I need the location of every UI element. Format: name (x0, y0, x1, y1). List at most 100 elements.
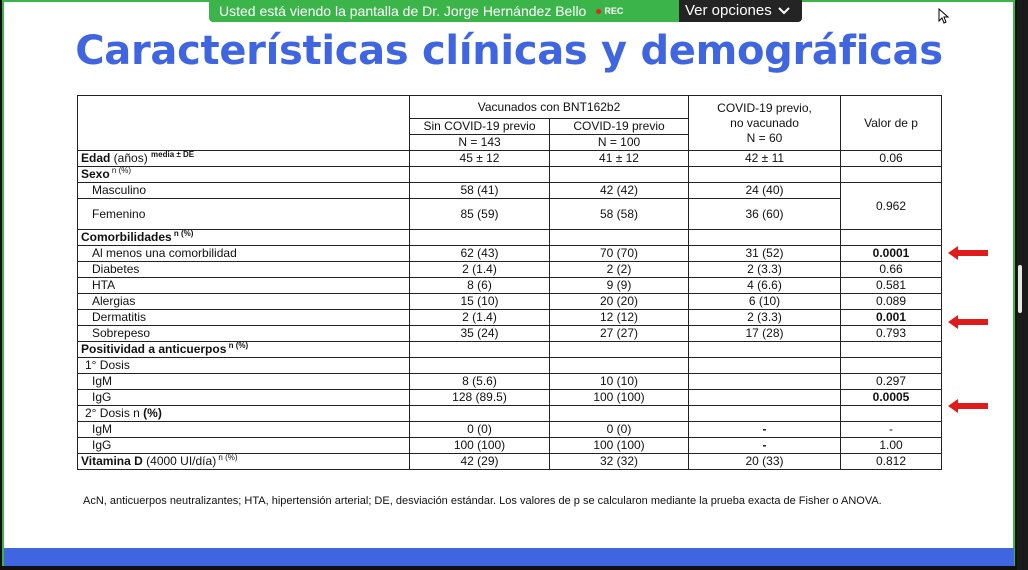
sexo-label: Sexo (81, 167, 110, 182)
cell: 20 (20) (548, 293, 690, 310)
cell: 10 (10) (548, 373, 690, 390)
row-label: Dermatitis (77, 309, 410, 326)
row-label: IgG (77, 437, 410, 454)
arrow-left-icon (948, 399, 988, 413)
cell: 24 (40) (688, 182, 842, 199)
rec-dot-icon (596, 8, 602, 14)
cell (840, 341, 943, 358)
vitd-unit: (4000 UI/día) (142, 454, 217, 469)
cell: 58 (58) (548, 198, 690, 230)
cell: - (688, 421, 842, 438)
cell (688, 373, 842, 390)
edad-sup: media ± DE (151, 150, 195, 159)
header-col3-n: N = 60 (746, 130, 783, 145)
shared-screen: Características clínicas y demográficas … (2, 0, 1015, 566)
cell: 2 (1.4) (409, 309, 550, 326)
table-row: HTA 8 (6) 9 (9) 4 (6.6) 0.581 (77, 277, 943, 294)
cell: 85 (59) (409, 198, 550, 230)
row-label: Al menos una comorbilidad (77, 245, 410, 262)
p-value-cell: - (840, 421, 943, 438)
cell: 6 (10) (688, 293, 842, 310)
cell (688, 229, 842, 246)
table-row: IgM 0 (0) 0 (0) - - (77, 421, 943, 438)
cell: 35 (24) (409, 325, 550, 342)
cell (409, 229, 550, 246)
header-col1: Sin COVID-19 previo (409, 118, 550, 135)
p-value-cell: 0.06 (840, 150, 943, 167)
cell: 8 (5.6) (409, 373, 550, 390)
p-value-cell: 0.66 (840, 261, 943, 278)
p-value-cell: 0.962 (840, 182, 943, 230)
header-col2-n: N = 100 (548, 134, 690, 151)
cell: 2 (2) (548, 261, 690, 278)
row-label: 2° Dosis n (%) (77, 405, 410, 422)
cell: 27 (27) (548, 325, 690, 342)
p-value-cell: 0.793 (840, 325, 943, 342)
header-empty-cell (77, 95, 410, 151)
table-row: Al menos una comorbilidad 62 (43) 70 (70… (77, 245, 943, 262)
arrow-left-icon (948, 246, 988, 260)
cell (548, 229, 690, 246)
header-vaccinated: Vacunados con BNT162b2 (408, 95, 690, 119)
table-row: Edad (años) media ± DE 45 ± 12 41 ± 12 4… (77, 150, 943, 167)
scrollbar[interactable] (1017, 0, 1028, 570)
dosis2-pct: (%) (143, 406, 162, 421)
header-pvalue: Valor de p (840, 95, 943, 151)
scrollbar-thumb[interactable] (1018, 265, 1022, 313)
vitd-label: Vitamina D (81, 454, 143, 469)
dosis2-label: 2° Dosis n (85, 406, 144, 421)
p-value-cell: 0.812 (840, 453, 943, 470)
header-col3-line2: no vacunado (730, 115, 799, 130)
cell: 100 (100) (409, 437, 550, 454)
table-row: IgG 128 (89.5) 100 (100) 0.0005 (77, 389, 943, 406)
row-label: Femenino (77, 198, 410, 230)
p-value-cell: 0.0001 (840, 245, 943, 262)
row-label: 1° Dosis (77, 357, 410, 374)
table-row: Positividad a anticuerpos n (%) (77, 341, 943, 358)
table-row: Comorbilidades n (%) (77, 229, 943, 246)
cell: 42 ± 11 (688, 150, 842, 167)
slide-bottom-bar (4, 548, 1014, 566)
row-label: Sobrepeso (77, 325, 410, 342)
screen-share-banner: Usted está viendo la pantalla de Dr. Jor… (209, 0, 679, 22)
cell: 15 (10) (409, 293, 550, 310)
cell: 0 (0) (409, 421, 550, 438)
header-col1-n: N = 143 (409, 134, 550, 151)
row-label: Vitamina D (4000 UI/día) n (%) (77, 453, 410, 470)
cell: 4 (6.6) (688, 277, 842, 294)
vitd-sup: n (%) (216, 453, 238, 462)
cell: 2 (1.4) (409, 261, 550, 278)
cell: 12 (12) (548, 309, 690, 326)
p-value-cell: 1.00 (840, 437, 943, 454)
edad-label: Edad (81, 151, 111, 166)
cell: 0 (0) (548, 421, 690, 438)
table-row: Sobrepeso 35 (24) 27 (27) 17 (28) 0.793 (77, 325, 943, 342)
p-value-cell: 0.581 (840, 277, 943, 294)
cell: 8 (6) (409, 277, 550, 294)
cell: 31 (52) (688, 245, 842, 262)
row-label: Comorbilidades n (%) (77, 229, 410, 246)
table-row: IgM 8 (5.6) 10 (10) 0.297 (77, 373, 943, 390)
view-options-button[interactable]: Ver opciones (679, 0, 802, 22)
header-unvaccinated: COVID-19 previo, no vacunado N = 60 (688, 95, 842, 151)
cell (840, 166, 943, 183)
cell: 128 (89.5) (409, 389, 550, 406)
row-label: Diabetes (77, 261, 410, 278)
recording-indicator: REC (596, 0, 623, 22)
row-label: HTA (77, 277, 410, 294)
cell: 2 (3.3) (688, 261, 842, 278)
cell: 100 (100) (548, 389, 690, 406)
arrow-left-icon (948, 315, 988, 329)
characteristics-table: Vacunados con BNT162b2 COVID-19 previo, … (77, 95, 943, 470)
table-row: IgG 100 (100) 100 (100) - 1.00 (77, 437, 943, 454)
row-label: Sexo n (%) (77, 166, 410, 183)
cell: 100 (100) (548, 437, 690, 454)
row-label: IgM (77, 373, 410, 390)
share-status-text: Usted está viendo la pantalla de Dr. Jor… (219, 3, 587, 19)
row-label: Masculino (77, 182, 410, 199)
header-col2: COVID-19 previo (548, 118, 690, 135)
slide-title: Características clínicas y demográficas (75, 28, 943, 74)
cell (840, 405, 943, 422)
cell: 70 (70) (548, 245, 690, 262)
table-row: Femenino 85 (59) 58 (58) 36 (60) (77, 198, 942, 230)
